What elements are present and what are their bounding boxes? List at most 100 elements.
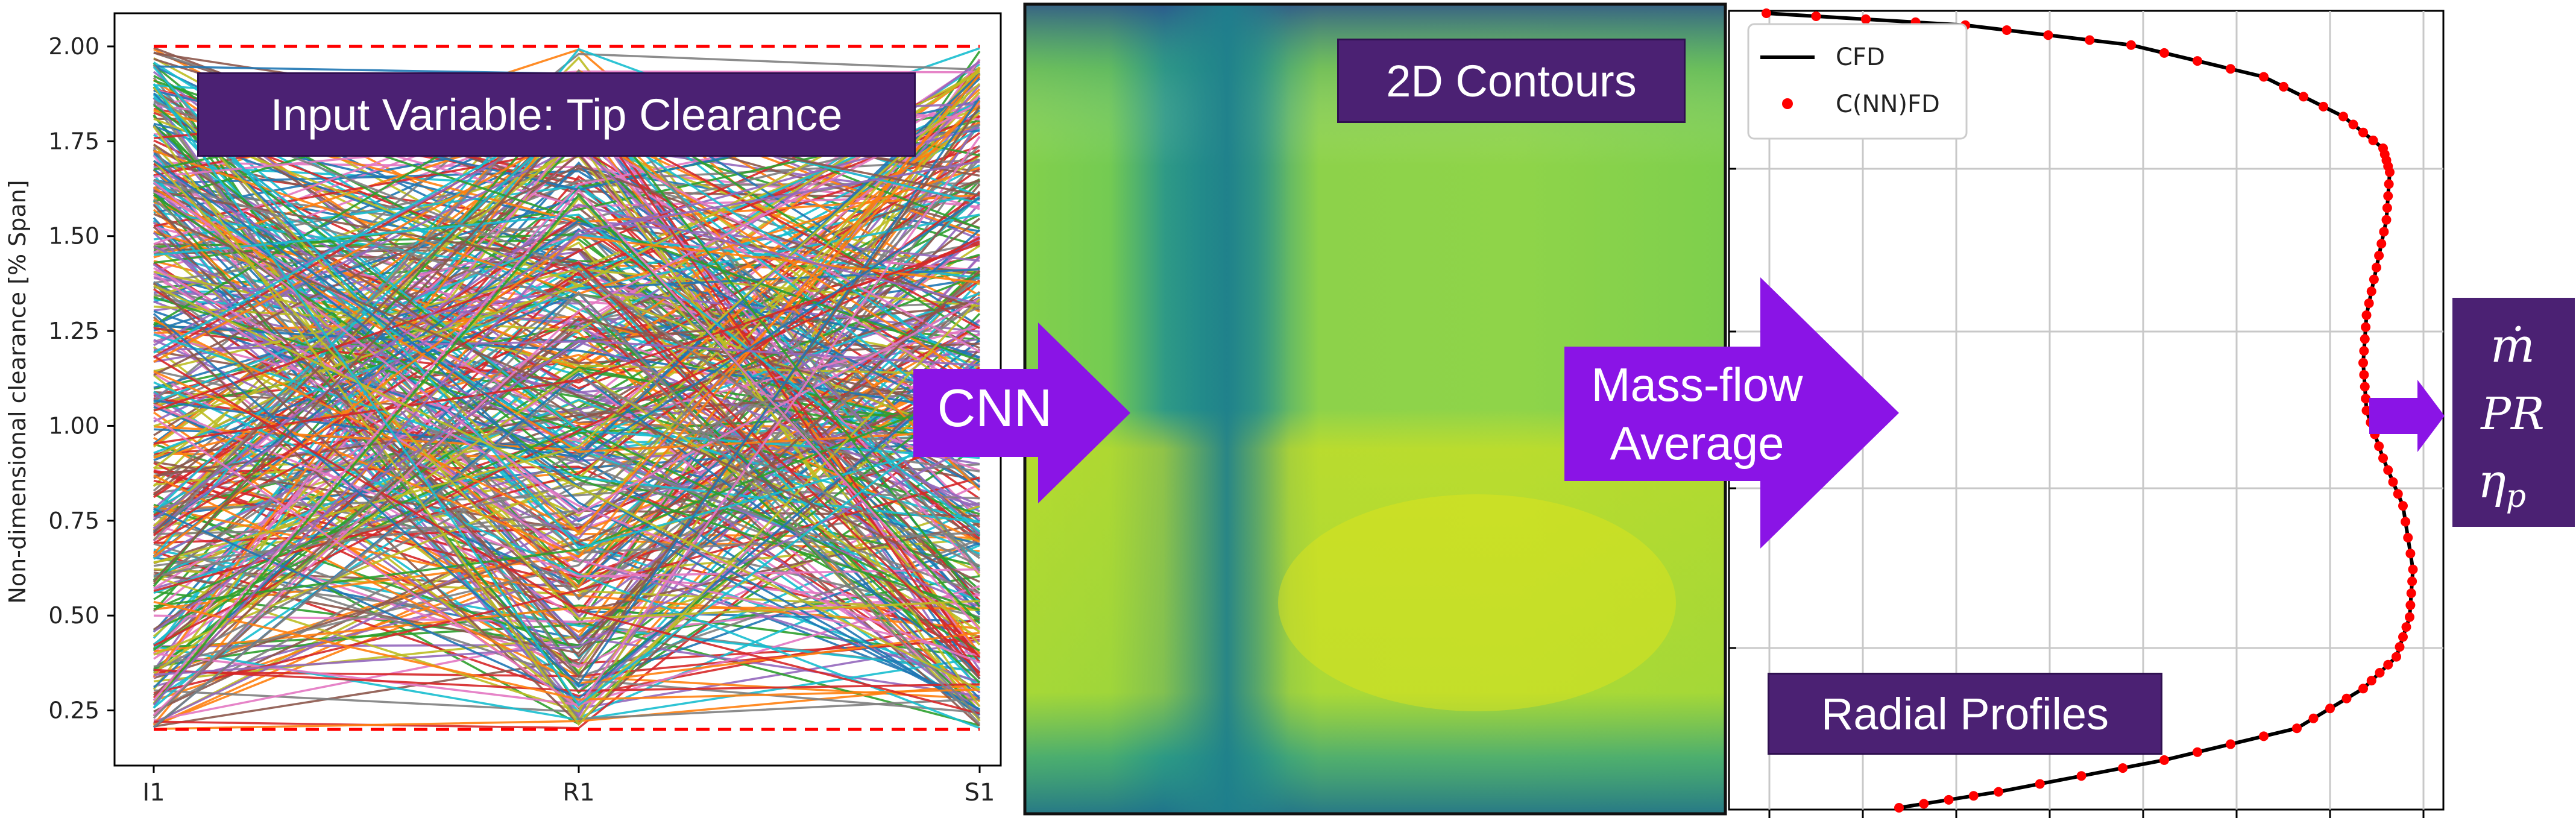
massflow-arrow-label-line2: Average [1610, 417, 1784, 470]
contour-yellow-blob [1278, 494, 1676, 711]
sample-line [153, 73, 981, 458]
nn-point [1919, 799, 1929, 809]
sample-line [153, 83, 981, 707]
y-tick-label: 0.50 [48, 602, 99, 629]
nn-point [2405, 612, 2414, 622]
nn-point [2374, 250, 2384, 260]
nn-point [2085, 35, 2095, 45]
sample-line [153, 669, 980, 692]
output-mdot: ṁ [2490, 319, 2535, 373]
nn-point [2341, 693, 2352, 703]
nn-point [2407, 576, 2417, 587]
sample-line [153, 217, 980, 687]
nn-point [2403, 532, 2413, 543]
nn-point [2385, 167, 2395, 177]
nn-point [2361, 394, 2371, 404]
sample-line [153, 441, 980, 676]
nn-point [2348, 119, 2358, 130]
contour-stem [1164, 4, 1290, 814]
nn-point [2308, 713, 2319, 723]
legend-box [1747, 23, 1968, 140]
sample-line [153, 267, 980, 664]
sample-line [153, 242, 980, 445]
nn-point [2292, 723, 2302, 734]
nn-point [2361, 322, 2371, 332]
nn-point [2126, 40, 2136, 50]
output-eta-subscript: p [2506, 479, 2526, 515]
nn-point [2375, 667, 2385, 678]
sample-line [153, 126, 980, 530]
output-eta-symbol: η [2478, 455, 2506, 509]
cnn-arrow-label: CNN [937, 378, 1053, 438]
nn-point [1894, 803, 1904, 813]
sample-line [153, 175, 980, 652]
sample-line [153, 193, 981, 706]
nn-point [2076, 771, 2086, 781]
left-y-axis-label: Non-dimensional clearance [% Span] [4, 180, 31, 603]
sample-line [153, 66, 980, 550]
nn-point [2381, 215, 2392, 225]
sample-line [153, 74, 981, 558]
sample-line [153, 160, 980, 462]
sample-line [153, 236, 980, 558]
nn-point [2299, 92, 2308, 102]
sample-line [153, 66, 981, 713]
x-axis-ticks: I1 R1 S1 [142, 766, 995, 807]
sample-line [153, 160, 980, 620]
nn-point [2001, 25, 2012, 36]
output-eta: ηp [2478, 455, 2526, 515]
legend-nn-label: C(NN)FD [1836, 90, 1940, 118]
sample-line [153, 204, 981, 644]
sample-line [153, 317, 980, 696]
nn-point [2279, 81, 2288, 92]
sample-line [153, 99, 981, 533]
nn-point [2401, 622, 2411, 632]
sample-line [153, 96, 981, 686]
sample-line [153, 600, 980, 701]
nn-point [2259, 72, 2269, 82]
sample-line [153, 170, 980, 418]
sample-line [153, 213, 980, 583]
legend-cfd-label: CFD [1836, 43, 1885, 71]
y-tick-label: 0.75 [48, 508, 99, 534]
cnn-arrow [913, 322, 1130, 503]
sample-line [153, 213, 980, 455]
sample-line [153, 236, 980, 647]
sample-line [153, 164, 980, 376]
sample-line [153, 101, 980, 279]
sample-line [153, 271, 980, 376]
sample-line [153, 125, 981, 726]
nn-point [2383, 659, 2393, 670]
legend-nn-swatch [1782, 98, 1793, 109]
nn-point [2366, 676, 2376, 686]
nn-point [2193, 747, 2202, 757]
nn-point [2388, 477, 2398, 487]
nn-point [2405, 549, 2416, 559]
sample-line [153, 160, 980, 706]
massflow-arrow-label-line1: Mass-flow [1591, 358, 1803, 411]
sample-line [153, 213, 981, 533]
sample-line [153, 261, 981, 658]
nn-point [2384, 179, 2394, 189]
nn-point [2369, 274, 2379, 285]
sample-line [153, 64, 981, 601]
nn-point [2383, 465, 2393, 475]
sample-line [153, 161, 981, 633]
nn-point [2226, 64, 2235, 74]
sample-line [153, 89, 980, 365]
x-tick-label: R1 [562, 779, 594, 807]
legend: CFD C(NN)FD [1747, 23, 1968, 140]
sample-line [153, 324, 980, 414]
sample-line [153, 67, 981, 588]
contours-title: 2D Contours [1337, 39, 1686, 123]
sample-line [153, 355, 980, 715]
y-tick-label: 2.00 [48, 33, 99, 60]
output-arrow [2369, 380, 2445, 452]
sample-line [153, 136, 981, 708]
y-axis-ticks: 0.25 0.50 0.75 1.00 1.25 1.50 1.75 2.00 [48, 33, 115, 724]
sample-line [153, 291, 981, 719]
sample-line [153, 333, 980, 523]
nn-point [1861, 14, 1871, 24]
sample-line [153, 92, 980, 456]
massflow-arrow [1564, 277, 1899, 549]
